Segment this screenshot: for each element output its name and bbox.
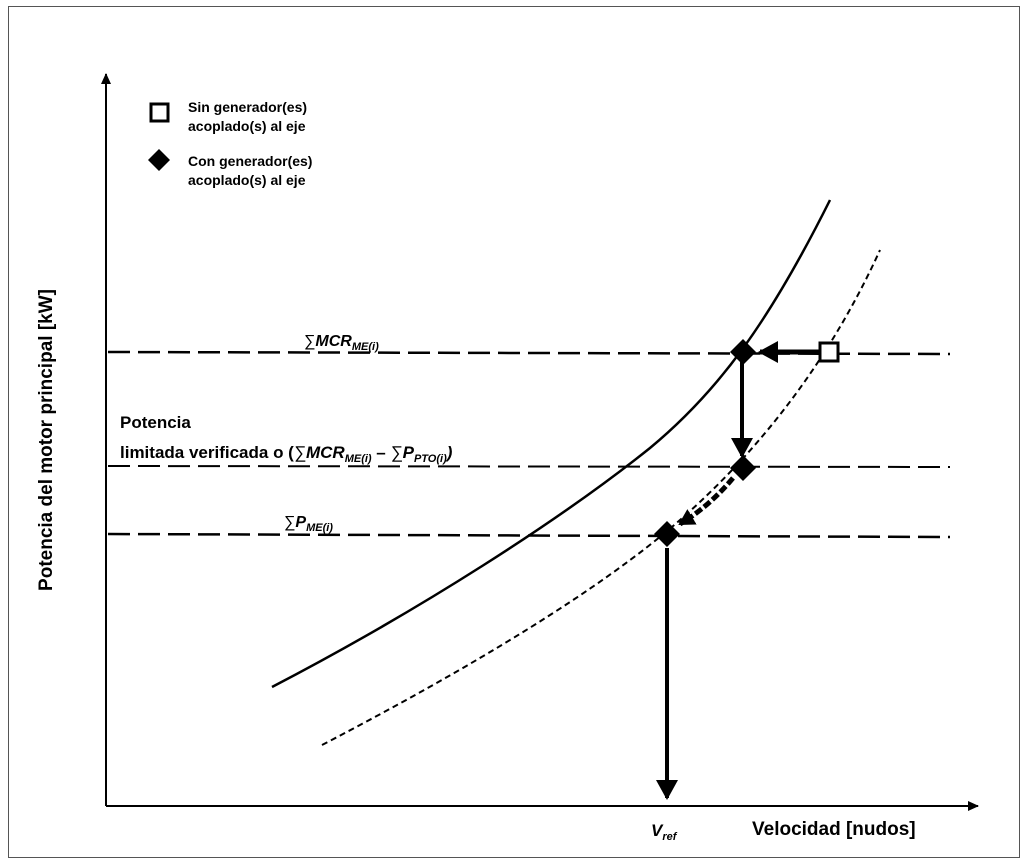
svg-text:Potencia: Potencia — [120, 413, 191, 432]
legend-open-square-icon — [149, 102, 170, 123]
limited-power-label-line2: limitada verificada o (∑MCRME(i) – ∑PPTO… — [120, 443, 453, 465]
limited-power-label-line1: Potencia — [120, 413, 191, 432]
pme-level-label: ∑PME(i) — [284, 514, 333, 534]
legend-open-square-line1: Sin generador(es) — [188, 99, 307, 115]
svg-text:Con generador(es): Con generador(es) — [188, 153, 312, 169]
diamond-marker-limited — [730, 455, 756, 481]
legend-filled-diamond-line2: acoplado(s) al eje — [188, 172, 306, 188]
power-curve-solid — [271, 199, 832, 689]
open-square-marker — [818, 341, 840, 363]
mcr-level-label: ∑MCRME(i) — [304, 333, 379, 353]
x-axis-label: Velocidad [nudos] — [752, 819, 916, 840]
vref-label: Vref — [651, 821, 678, 843]
legend: Sin generador(es) acoplado(s) al eje Con… — [148, 99, 312, 188]
svg-text:acoplado(s) al eje: acoplado(s) al eje — [188, 118, 306, 134]
y-axis-label: Potencia del motor principal [kW] — [36, 289, 57, 591]
power-curve-dashed — [321, 249, 881, 746]
arrow-limited-to-pme — [678, 476, 735, 527]
limited-power-level-line — [107, 465, 951, 468]
diamond-marker-mcr — [730, 339, 756, 365]
legend-open-square-line2: acoplado(s) al eje — [188, 118, 306, 134]
svg-text:Sin generador(es): Sin generador(es) — [188, 99, 307, 115]
legend-filled-diamond-line1: Con generador(es) — [188, 153, 312, 169]
svg-text:acoplado(s) al eje: acoplado(s) al eje — [188, 172, 306, 188]
diamond-marker-pme — [654, 521, 680, 547]
legend-filled-diamond-icon — [148, 149, 170, 171]
figure-frame — [8, 6, 1020, 858]
